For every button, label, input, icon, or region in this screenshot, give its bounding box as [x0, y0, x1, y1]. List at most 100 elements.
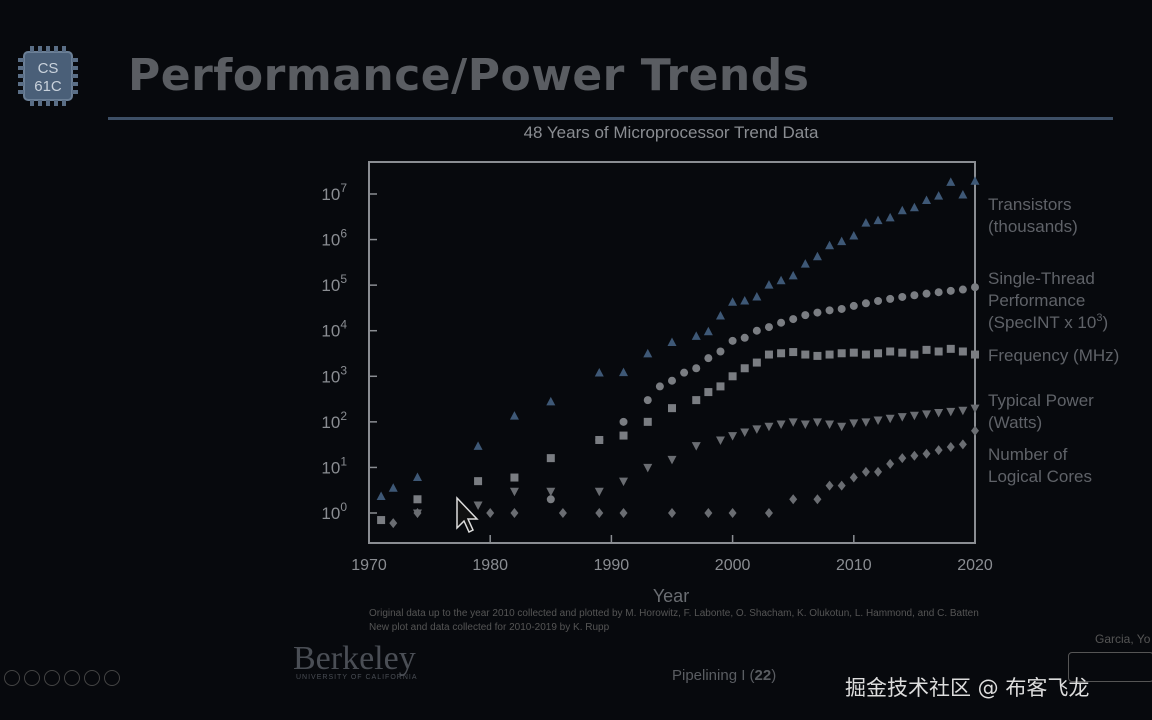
data-point	[800, 259, 810, 268]
data-point	[813, 494, 822, 505]
data-point	[958, 347, 967, 356]
y-tick-base: 10	[321, 276, 340, 295]
watermark: 掘金技术社区 @ 布客飞龙	[845, 676, 1090, 700]
data-point	[703, 326, 713, 336]
series-label: (SpecINT x 103)	[988, 312, 1108, 332]
data-point	[510, 508, 519, 518]
data-point	[825, 350, 834, 359]
data-point	[728, 372, 737, 381]
y-tick-base: 10	[321, 185, 340, 204]
hide-icon[interactable]	[64, 670, 80, 686]
x-axis-label: Year	[653, 586, 689, 606]
y-tick-label: 101	[321, 454, 347, 477]
data-point	[922, 448, 931, 459]
data-point	[728, 432, 738, 441]
data-point	[594, 368, 604, 377]
data-point	[509, 411, 519, 420]
data-point	[643, 348, 653, 358]
series-label: (Watts)	[988, 413, 1042, 432]
data-point	[740, 428, 750, 437]
data-point	[934, 409, 944, 418]
pen-icon[interactable]	[24, 670, 40, 686]
data-point	[788, 418, 798, 427]
data-point	[728, 508, 737, 518]
data-point	[752, 358, 761, 367]
data-point	[413, 495, 422, 504]
data-point	[704, 388, 713, 397]
y-tick-label: 107	[321, 181, 347, 204]
series-label: Single-Thread	[988, 269, 1095, 288]
data-point	[619, 367, 629, 377]
data-point	[812, 251, 822, 261]
next-slide-icon[interactable]	[104, 670, 120, 686]
data-point	[934, 288, 943, 297]
y-tick-exp: 4	[340, 318, 347, 332]
data-point	[474, 477, 483, 486]
data-point	[595, 508, 604, 518]
footer-label-prefix: Pipelining I (	[672, 667, 755, 684]
data-point	[837, 349, 846, 358]
data-point	[691, 331, 701, 340]
y-tick-exp: 5	[340, 272, 347, 286]
data-point	[946, 407, 956, 417]
y-tick-exp: 3	[340, 363, 347, 377]
data-point	[546, 495, 555, 504]
prev-slide-icon[interactable]	[4, 670, 20, 686]
data-point	[837, 304, 846, 313]
creative-commons-icon	[1068, 652, 1152, 682]
data-point	[740, 295, 750, 305]
data-point	[958, 439, 967, 450]
y-tick-base: 10	[321, 367, 340, 386]
data-point	[837, 480, 846, 491]
data-point	[898, 453, 907, 464]
data-point	[910, 291, 919, 300]
y-tick-exp: 0	[340, 500, 347, 514]
data-point	[789, 348, 798, 357]
data-point	[885, 212, 895, 222]
data-point	[971, 425, 979, 436]
y-tick-label: 103	[321, 363, 347, 386]
data-point	[716, 347, 725, 356]
data-point	[958, 285, 967, 294]
more-icon[interactable]	[84, 670, 100, 686]
y-tick-exp: 1	[340, 454, 347, 468]
data-point	[752, 326, 761, 335]
data-point	[740, 364, 749, 373]
axis-ticks: 1970 1980 1990 2000 2010 20201001011021031041…	[321, 181, 993, 574]
data-point	[764, 508, 773, 518]
series-label: Number of	[988, 445, 1068, 464]
data-point	[643, 396, 652, 405]
data-point	[934, 445, 943, 456]
data-point	[619, 508, 628, 518]
data-point	[692, 364, 701, 373]
data-point	[546, 396, 556, 406]
data-point	[619, 417, 628, 426]
data-point	[910, 450, 919, 461]
berkeley-subtitle: UNIVERSITY OF CALIFORNIA	[296, 674, 418, 681]
series-label-suffix: )	[1102, 313, 1108, 332]
plot-frame	[368, 161, 976, 544]
y-tick-label: 104	[321, 318, 347, 341]
data-point	[667, 337, 677, 347]
series-label: (thousands)	[988, 217, 1078, 236]
data-point	[849, 348, 858, 357]
data-point	[874, 296, 883, 305]
series-label: Transistors	[988, 195, 1071, 214]
data-point	[619, 477, 629, 487]
data-point	[873, 215, 883, 225]
data-point	[764, 323, 773, 332]
y-tick-label: 100	[321, 500, 347, 523]
data-point	[473, 441, 483, 450]
series-label-sup: 3	[1096, 312, 1102, 324]
data-point	[715, 311, 725, 320]
y-tick-exp: 6	[340, 227, 347, 241]
data-point	[546, 454, 555, 463]
data-point	[413, 508, 422, 518]
slides-icon[interactable]	[44, 670, 60, 686]
data-point	[389, 518, 398, 529]
x-tick-label: 2010	[836, 557, 872, 574]
data-point	[898, 348, 907, 357]
data-point	[788, 270, 798, 280]
data-point	[825, 240, 835, 250]
